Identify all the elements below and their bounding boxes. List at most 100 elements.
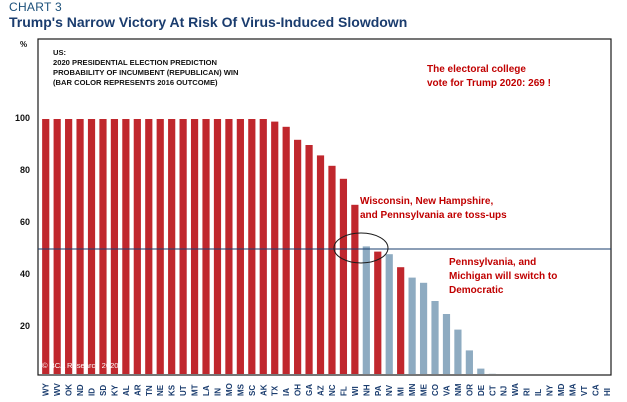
bar-ia: [282, 126, 290, 374]
bar-ok: [65, 119, 73, 374]
bar-or: [465, 350, 473, 374]
y-axis-unit: %: [20, 40, 28, 49]
bar-nc: [328, 165, 336, 374]
bar-pa: [374, 251, 382, 374]
x-tick-label: AR: [133, 384, 142, 396]
y-tick-label: 100: [14, 113, 30, 123]
x-tick-label: NY: [546, 384, 555, 396]
x-tick-label: ND: [76, 384, 85, 396]
x-tick-label: DE: [477, 384, 486, 396]
bar-ga: [305, 145, 313, 374]
annotation-line: Pennsylvania, and: [449, 257, 537, 268]
annotation-line: Michigan will switch to: [449, 271, 558, 282]
x-tick-label: FL: [339, 386, 348, 396]
x-tick-label: WY: [42, 382, 51, 396]
bar-va: [442, 314, 451, 374]
toss-up-annotation: Wisconsin, New Hampshire, and Pennsylvan…: [360, 195, 507, 223]
bars-group: [42, 119, 496, 374]
chart-number-label: CHART 3: [9, 0, 63, 14]
toss-up-highlight-circle: [333, 232, 389, 264]
x-tick-label: OH: [294, 384, 303, 396]
annotation-line: Wisconsin, New Hampshire,: [360, 196, 494, 207]
annotation-line: and Pennsylvania are toss-ups: [360, 210, 507, 221]
x-tick-label: UT: [179, 385, 188, 396]
bar-ak: [259, 119, 267, 374]
x-tick-label: ME: [420, 383, 429, 396]
x-tick-label: CO: [431, 384, 440, 396]
chart-title: Trump's Narrow Victory At Risk Of Virus-…: [9, 14, 408, 30]
bar-la: [202, 119, 210, 374]
bar-sc: [248, 119, 256, 374]
x-tick-label: MA: [568, 383, 577, 396]
y-tick-label: 20: [19, 321, 30, 331]
x-tick-label: MT: [191, 384, 200, 396]
bar-me: [419, 282, 428, 374]
x-tick-label: NV: [385, 384, 394, 396]
x-tick-label: AL: [122, 385, 131, 396]
bar-nv: [385, 254, 393, 374]
bar-mi: [397, 267, 405, 374]
subtitle-line: 2020 PRESIDENTIAL ELECTION PREDICTION: [53, 58, 217, 67]
y-tick-label: 40: [19, 269, 30, 279]
x-tick-label: NH: [362, 384, 371, 396]
bar-mt: [190, 119, 199, 374]
bar-oh: [294, 139, 302, 374]
bar-wy: [42, 119, 50, 374]
bar-mo: [225, 119, 233, 374]
plot-frame: [37, 38, 612, 376]
bar-ut: [179, 119, 187, 374]
x-tick-label: PA: [374, 385, 383, 396]
source-credit: © BCA Research 2020: [42, 361, 119, 370]
x-tick-label: ID: [88, 388, 97, 396]
bar-wv: [53, 119, 61, 374]
subtitle-line: US:: [53, 48, 67, 57]
x-tick-label: WV: [53, 382, 62, 396]
x-tick-labels: WY WV OK ND ID SD KY AL AR TN NE KS UT MT LA IN MO MS SC AK…: [42, 382, 612, 396]
x-tick-label: MO: [225, 383, 234, 396]
bar-mn: [408, 277, 416, 374]
switch-annotation: Pennsylvania, and Michigan will switch t…: [449, 256, 557, 298]
y-tick-label: 60: [19, 217, 30, 227]
subtitle-line: (BAR COLOR REPRESENTS 2016 OUTCOME): [53, 78, 218, 87]
x-tick-label: CT: [488, 385, 497, 396]
x-tick-label: VT: [580, 386, 589, 396]
bar-al: [122, 119, 130, 374]
x-tick-label: VA: [442, 385, 451, 396]
bar-tx: [271, 121, 279, 374]
electoral-vote-annotation: The electoral college vote for Trump 202…: [427, 63, 551, 91]
y-tick-label: 80: [19, 165, 30, 175]
x-tick-label: WA: [511, 383, 520, 396]
x-tick-label: LA: [202, 385, 211, 396]
x-tick-label: CA: [591, 384, 600, 396]
bar-nm: [454, 329, 462, 374]
x-tick-label: SD: [99, 385, 108, 396]
bar-sd: [99, 119, 107, 374]
x-tick-label: SC: [248, 385, 257, 396]
annotation-line: The electoral college: [427, 64, 526, 75]
x-tick-label: MN: [408, 383, 417, 396]
x-tick-label: IN: [213, 388, 222, 396]
bar-fl: [339, 178, 348, 374]
subtitle-line: PROBABILITY OF INCUMBENT (REPUBLICAN) WI…: [53, 68, 239, 77]
x-tick-label: AZ: [317, 385, 326, 396]
x-tick-label: TN: [145, 385, 154, 396]
bar-de: [477, 368, 485, 374]
bar-az: [316, 155, 325, 374]
x-tick-label: AK: [259, 384, 268, 396]
x-tick-label: KY: [110, 384, 119, 396]
bar-ar: [133, 119, 141, 374]
bar-ms: [236, 119, 244, 374]
x-tick-label: MI: [397, 387, 406, 396]
bar-tn: [145, 119, 153, 374]
bar-co: [431, 301, 439, 374]
bar-ks: [168, 119, 176, 374]
bar-nh: [362, 246, 370, 374]
chart-subtitle: US: 2020 PRESIDENTIAL ELECTION PREDICTIO…: [53, 48, 238, 88]
x-tick-label: OR: [465, 384, 474, 396]
x-tick-label: NM: [454, 383, 463, 396]
x-tick-label: GA: [305, 384, 314, 396]
bar-ne: [156, 119, 164, 374]
bar-nd: [76, 119, 84, 374]
x-tick-label: NJ: [500, 386, 509, 396]
